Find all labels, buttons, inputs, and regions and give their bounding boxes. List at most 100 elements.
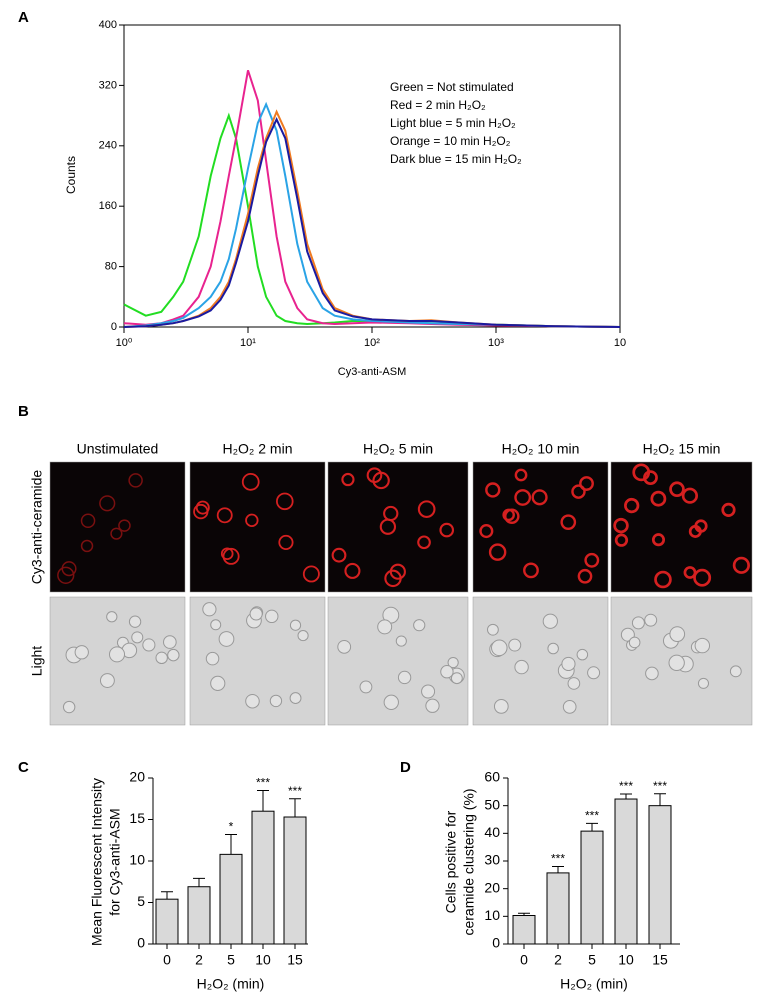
y-axis-label: Mean Fluorescent Intensity bbox=[89, 778, 105, 946]
cell bbox=[155, 651, 168, 665]
cell bbox=[297, 629, 309, 642]
cell-stain bbox=[502, 508, 515, 522]
micrograph bbox=[472, 596, 609, 726]
column-header: Unstimulated bbox=[77, 441, 159, 457]
cell bbox=[644, 613, 658, 627]
x-axis-label: H₂O₂ (min) bbox=[560, 976, 628, 992]
error-bar bbox=[161, 891, 173, 900]
significance: *** bbox=[288, 784, 302, 798]
cell-stain bbox=[523, 562, 539, 579]
cell-stain bbox=[344, 562, 361, 579]
cell-stain bbox=[732, 556, 750, 574]
cell bbox=[487, 623, 499, 636]
cell bbox=[561, 656, 576, 672]
cell bbox=[447, 656, 459, 669]
cell bbox=[377, 619, 393, 635]
histogram-line bbox=[123, 101, 621, 328]
cell-stain bbox=[479, 524, 494, 539]
error-bar bbox=[620, 793, 632, 800]
cell bbox=[289, 619, 302, 631]
y-tick-label: 50 bbox=[484, 796, 500, 812]
cell-stain bbox=[195, 500, 210, 515]
cell bbox=[245, 693, 260, 709]
error-bar bbox=[193, 877, 205, 887]
cell bbox=[210, 619, 222, 631]
y-tick-label: 0 bbox=[492, 935, 500, 951]
x-tick-label: 2 bbox=[195, 952, 203, 968]
cell-stain bbox=[488, 543, 507, 561]
error-bar bbox=[654, 793, 666, 806]
cell-stain bbox=[669, 481, 685, 498]
y-axis-label: for Cy3-anti-ASM bbox=[107, 808, 123, 915]
micrograph bbox=[610, 461, 753, 593]
y-tick-label: 0 bbox=[111, 321, 117, 333]
cell-stain bbox=[579, 476, 594, 491]
error-bar bbox=[225, 833, 237, 855]
x-tick-label: 10 bbox=[614, 337, 626, 349]
bar bbox=[512, 915, 536, 945]
cell-stain bbox=[222, 547, 240, 565]
y-tick-label: 40 bbox=[484, 824, 500, 840]
y-tick-label: 20 bbox=[484, 879, 500, 895]
significance: * bbox=[229, 820, 234, 834]
row-label: Cy3-anti-ceramide bbox=[29, 470, 45, 585]
x-tick-label: 10² bbox=[364, 337, 380, 349]
cell-stain bbox=[654, 570, 672, 589]
cell-stain bbox=[531, 489, 548, 506]
x-tick-label: 10 bbox=[618, 952, 634, 968]
cell bbox=[440, 665, 454, 679]
legend-entry: Green = Not stimulated bbox=[390, 80, 514, 94]
cell-stain bbox=[379, 518, 397, 535]
panel-label: B bbox=[18, 403, 29, 420]
cell bbox=[359, 680, 373, 694]
cell-stain bbox=[80, 513, 96, 529]
bar bbox=[580, 830, 604, 945]
bar bbox=[648, 805, 672, 945]
cell bbox=[567, 677, 581, 690]
cell bbox=[628, 636, 641, 649]
cell bbox=[269, 694, 283, 708]
cell-stain bbox=[384, 569, 402, 588]
significance: *** bbox=[551, 852, 565, 866]
panel-label: A bbox=[18, 9, 29, 26]
cell-stain bbox=[624, 497, 640, 514]
y-tick-label: 320 bbox=[99, 79, 117, 91]
cell bbox=[514, 659, 529, 675]
y-tick-label: 80 bbox=[105, 261, 117, 273]
histogram-line bbox=[123, 109, 621, 328]
panel-label: C bbox=[18, 759, 29, 776]
cell-stain bbox=[613, 517, 629, 534]
bar bbox=[251, 810, 275, 945]
cell-stain bbox=[439, 522, 455, 538]
cell-stain bbox=[331, 547, 347, 563]
legend-entry: Orange = 10 min H₂O₂ bbox=[390, 134, 511, 148]
cell bbox=[163, 635, 177, 649]
cell bbox=[587, 666, 601, 680]
cell bbox=[106, 611, 118, 623]
cell-stain bbox=[128, 473, 143, 488]
x-tick-label: 5 bbox=[588, 952, 596, 968]
cell bbox=[450, 672, 463, 685]
legend-entry: Light blue = 5 min H₂O₂ bbox=[390, 116, 516, 130]
bar bbox=[187, 886, 211, 945]
cell bbox=[205, 651, 220, 666]
cell-stain bbox=[632, 463, 651, 482]
x-axis-label: Cy3-anti-ASM bbox=[338, 366, 406, 378]
cell bbox=[218, 631, 235, 647]
cell bbox=[542, 613, 558, 629]
error-bar bbox=[257, 789, 269, 812]
cell-stain bbox=[694, 519, 708, 533]
cell bbox=[337, 639, 352, 654]
y-tick-label: 60 bbox=[484, 769, 500, 785]
cell-stain bbox=[57, 566, 75, 584]
cell bbox=[142, 638, 156, 652]
y-tick-label: 20 bbox=[129, 769, 145, 785]
x-axis-label: H₂O₂ (min) bbox=[197, 976, 265, 992]
y-tick-label: 0 bbox=[137, 935, 145, 951]
cell-stain bbox=[577, 568, 593, 584]
cell bbox=[562, 700, 577, 714]
column-header: H₂O₂ 5 min bbox=[363, 441, 433, 457]
cell-stain bbox=[341, 472, 355, 487]
cell bbox=[210, 675, 226, 691]
